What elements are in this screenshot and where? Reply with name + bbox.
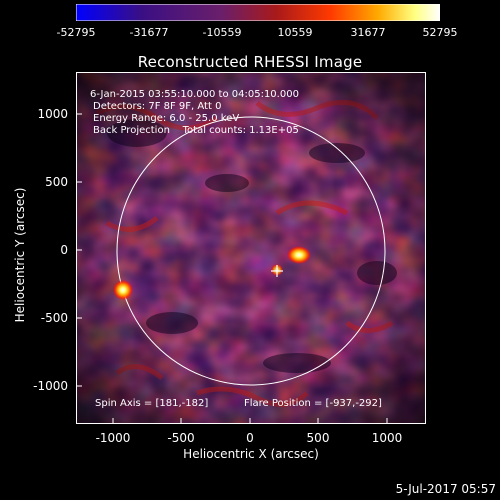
y-tick-label: 500 [45, 175, 68, 189]
colorbar-tick: 52795 [422, 26, 458, 39]
y-tick-label: -1000 [33, 379, 68, 393]
reconstructed-map [77, 73, 425, 423]
annotation-line: 6-Jan-2015 03:55:10.000 to 04:05:10.000 [90, 89, 299, 100]
source-left [113, 280, 133, 300]
colorbar [76, 4, 440, 21]
y-tick-label: -500 [40, 311, 68, 325]
rhessi-image-panel: 6-Jan-2015 03:55:10.000 to 04:05:10.000 … [76, 72, 426, 424]
footer-date: 5-Jul-2017 05:57 [395, 482, 496, 496]
source-right [287, 246, 311, 264]
y-tick-label: 1000 [37, 107, 68, 121]
colorbar-tick: 31677 [350, 26, 386, 39]
colorbar-tick: -31677 [129, 26, 169, 39]
colorbar-tick: 10559 [277, 26, 313, 39]
spin-axis-marker [271, 265, 283, 277]
x-tick-label: -1000 [95, 431, 131, 445]
spin-axis-label: Spin Axis = [181,-182] [95, 398, 209, 409]
annotation-line: Energy Range: 6.0 - 25.0 keV [93, 113, 240, 124]
y-tick-label: 0 [60, 243, 68, 257]
x-tick-label: -500 [167, 431, 195, 445]
image-title: Reconstructed RHESSI Image [137, 53, 363, 71]
annotation-line: Detectors: 7F 8F 9F, Att 0 [93, 101, 222, 112]
flare-position-label: Flare Position = [-937,-292] [244, 398, 382, 409]
colorbar-tick: -10559 [202, 26, 242, 39]
colorbar-tick: -52795 [56, 26, 96, 39]
annotation-line: Back Projection Total counts: 1.13E+05 [93, 125, 299, 136]
x-tick-label: 1000 [371, 431, 403, 445]
solar-limb-circle [116, 116, 386, 386]
x-axis-label: Heliocentric X (arcsec) [183, 447, 319, 461]
x-tick-label: 500 [306, 431, 330, 445]
x-tick-label: 0 [246, 431, 254, 445]
y-axis-label: Heliocentric Y (arcsec) [13, 187, 27, 323]
